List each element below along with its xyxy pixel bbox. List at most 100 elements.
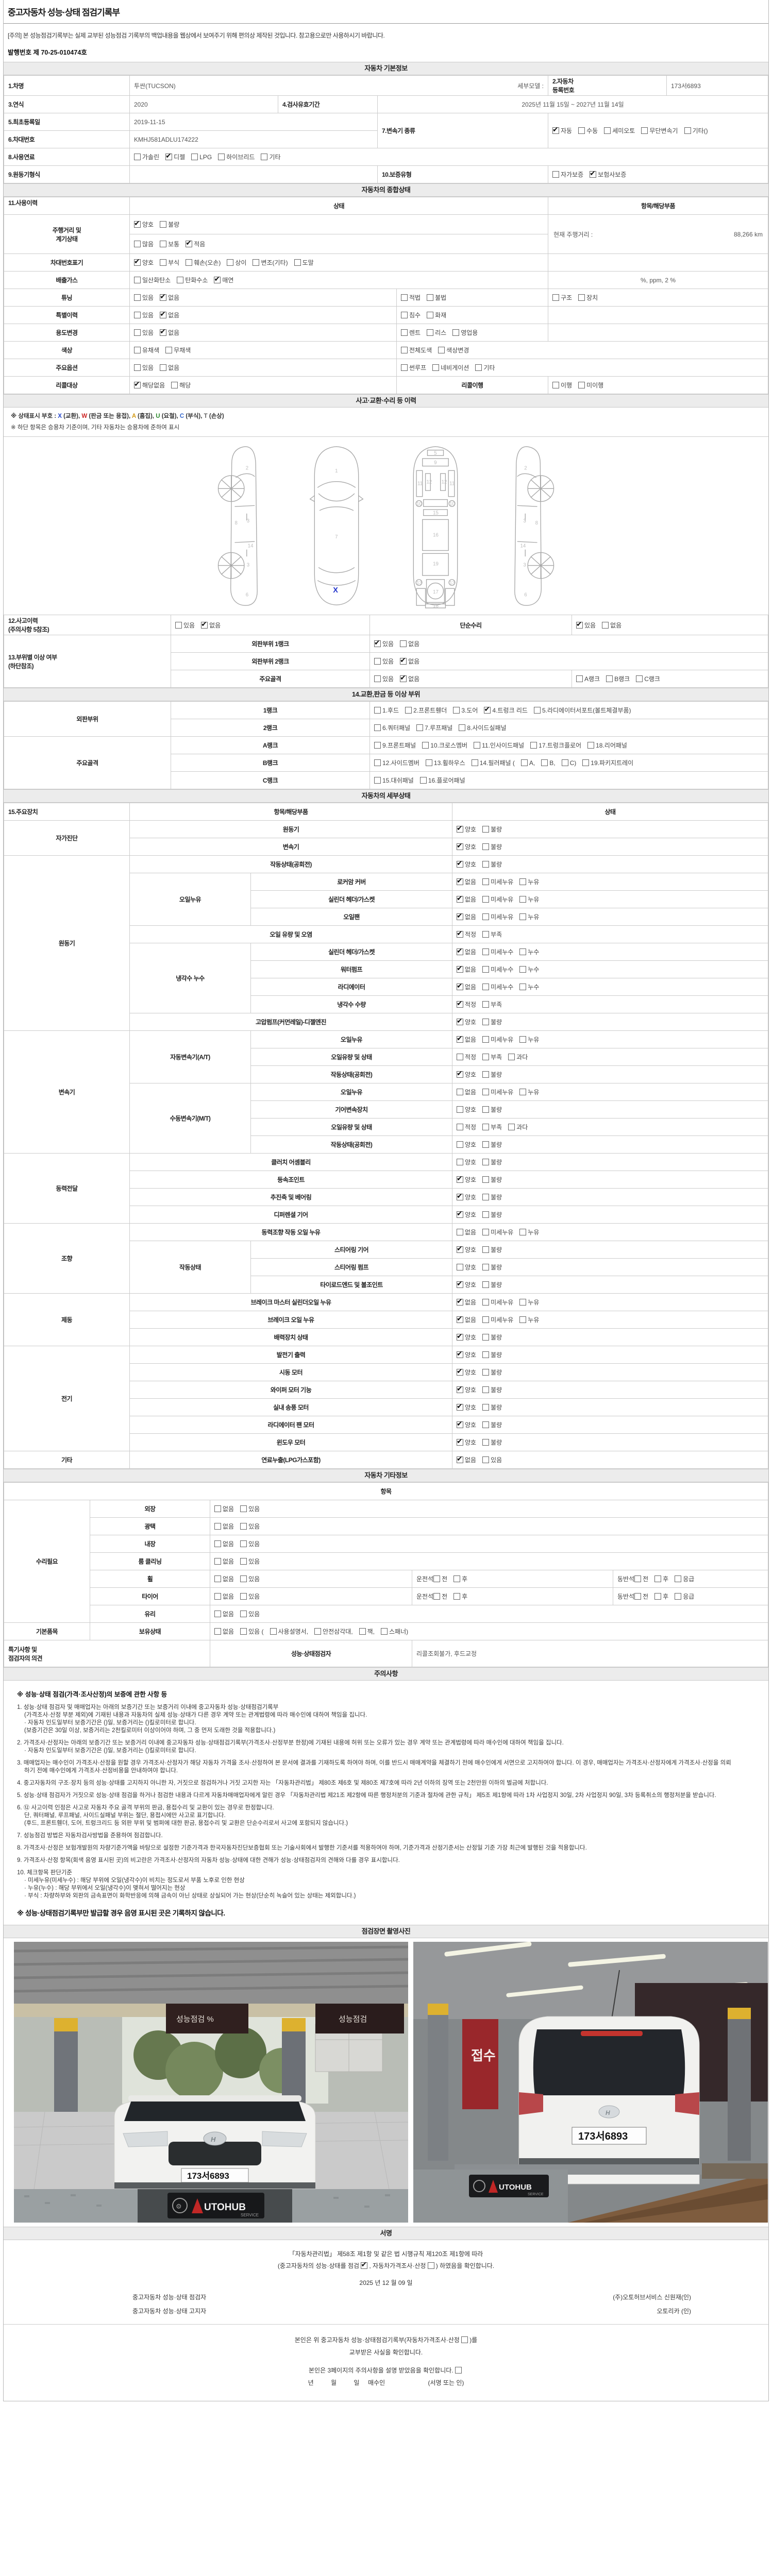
checkbox[interactable] xyxy=(314,1628,322,1635)
checkbox[interactable] xyxy=(552,125,559,134)
checkbox[interactable] xyxy=(214,1611,221,1617)
checkbox[interactable] xyxy=(457,1016,464,1025)
confirm-price-checkbox[interactable] xyxy=(461,2336,468,2343)
checkbox-option[interactable]: 누수 xyxy=(519,965,539,974)
checkbox-option[interactable]: C랭크 xyxy=(636,674,660,683)
checkbox[interactable] xyxy=(519,984,527,990)
checkbox-option[interactable]: 10.크로스멤버 xyxy=(422,741,467,750)
checkbox[interactable] xyxy=(457,1437,464,1446)
checkbox[interactable] xyxy=(160,259,167,266)
checkbox-option[interactable]: 있음 ( xyxy=(240,1627,264,1636)
checkbox[interactable] xyxy=(587,742,595,749)
checkbox-option[interactable]: 누유 xyxy=(519,1298,539,1307)
checkbox-option[interactable]: 없음 xyxy=(214,1609,234,1618)
checkbox[interactable] xyxy=(457,1454,464,1463)
checkbox[interactable] xyxy=(240,1628,247,1635)
checkbox-option[interactable]: 없음 xyxy=(457,964,476,974)
checkbox-option[interactable]: 없음 xyxy=(457,1454,476,1464)
checkbox-option[interactable]: 양호 xyxy=(457,1140,476,1149)
checkbox-option[interactable]: 미세누유 xyxy=(482,1298,513,1307)
checkbox-option[interactable]: 불량 xyxy=(482,1350,502,1359)
checkbox-option[interactable]: 해당 xyxy=(171,381,191,389)
checkbox[interactable] xyxy=(160,327,167,336)
checkbox-option[interactable]: 불량 xyxy=(482,1438,502,1447)
checkbox[interactable] xyxy=(482,861,490,868)
checkbox-option[interactable]: 있음 xyxy=(134,311,154,319)
checkbox[interactable] xyxy=(457,1192,464,1200)
checkbox[interactable] xyxy=(578,127,585,134)
checkbox[interactable] xyxy=(482,1019,490,1025)
checkbox-option[interactable]: 적음 xyxy=(186,239,205,248)
checkbox-option[interactable]: 양호 xyxy=(457,1192,476,1201)
checkbox-option[interactable]: 영업용 xyxy=(452,328,478,337)
checkbox[interactable] xyxy=(519,1036,527,1043)
checkbox[interactable] xyxy=(482,1106,490,1113)
checkbox[interactable] xyxy=(552,294,559,301)
checkbox[interactable] xyxy=(374,707,381,714)
checkbox[interactable] xyxy=(457,1174,464,1183)
checkbox[interactable] xyxy=(519,913,527,920)
checkbox-option[interactable]: 없음 xyxy=(457,911,476,921)
checkbox[interactable] xyxy=(482,1456,490,1463)
checkbox-option[interactable]: 12.사이드멤버 xyxy=(374,758,419,767)
checkbox[interactable] xyxy=(214,1558,221,1565)
checkbox[interactable] xyxy=(240,1593,247,1600)
checkbox[interactable] xyxy=(634,1575,642,1582)
checkbox-option[interactable]: 17.트렁크플로어 xyxy=(530,741,581,750)
checkbox-option[interactable]: 양호 xyxy=(457,1209,476,1219)
checkbox[interactable] xyxy=(191,154,198,160)
checkbox[interactable] xyxy=(214,1523,221,1530)
checkbox[interactable] xyxy=(541,759,548,766)
checkbox[interactable] xyxy=(482,984,490,990)
checkbox-option[interactable]: 후 xyxy=(453,1592,467,1601)
checkbox-option[interactable]: 양호 xyxy=(457,1402,476,1412)
checkbox-option[interactable]: 6.쿼터패널 xyxy=(374,723,410,732)
checkbox-option[interactable]: 전 xyxy=(634,1574,648,1583)
checkbox-option[interactable]: 7.루프패널 xyxy=(416,723,452,732)
checkbox-option[interactable]: 13.휠하우스 xyxy=(425,758,465,767)
checkbox-option[interactable]: 전 xyxy=(433,1574,447,1583)
checkbox-option[interactable]: 양호 xyxy=(457,1419,476,1429)
checkbox-option[interactable]: 9.프론트패널 xyxy=(374,741,416,750)
checkbox-option[interactable]: 2.프론트휀더 xyxy=(405,706,447,715)
checkbox-option[interactable]: 없음 xyxy=(214,1627,234,1636)
checkbox-option[interactable]: 불량 xyxy=(482,1018,502,1026)
checkbox[interactable] xyxy=(240,1523,247,1530)
checkbox[interactable] xyxy=(214,1575,221,1582)
checkbox-option[interactable]: 후 xyxy=(453,1574,467,1583)
checkbox[interactable] xyxy=(401,294,408,301)
checkbox[interactable] xyxy=(482,1194,490,1200)
checkbox[interactable] xyxy=(134,154,141,160)
checkbox-option[interactable]: 양호 xyxy=(457,1263,476,1272)
checkbox[interactable] xyxy=(578,294,585,301)
checkbox[interactable] xyxy=(374,724,381,731)
checkbox[interactable] xyxy=(171,382,178,388)
checkbox-option[interactable]: 전 xyxy=(433,1592,447,1601)
checkbox-option[interactable]: 응급 xyxy=(675,1592,694,1601)
checkbox[interactable] xyxy=(165,151,173,160)
checkbox[interactable] xyxy=(533,707,541,714)
checkbox[interactable] xyxy=(457,841,464,850)
checkbox-option[interactable]: A랭크 xyxy=(576,674,600,683)
checkbox[interactable] xyxy=(457,1034,464,1043)
checkbox[interactable] xyxy=(453,707,460,714)
checkbox[interactable] xyxy=(602,621,609,629)
checkbox[interactable] xyxy=(641,127,648,134)
checkbox[interactable] xyxy=(576,675,583,682)
checkbox-option[interactable]: C) xyxy=(561,759,576,767)
checkbox-option[interactable]: 없음 xyxy=(214,1592,234,1601)
checkbox-option[interactable]: 없음 xyxy=(457,1088,476,1096)
checkbox-option[interactable]: 보통 xyxy=(160,240,179,248)
checkbox-option[interactable]: 렌트 xyxy=(401,328,421,337)
checkbox-option[interactable]: 16.플로어패널 xyxy=(419,776,465,785)
checkbox-option[interactable]: 양호 xyxy=(457,1349,476,1359)
checkbox[interactable] xyxy=(457,1367,464,1376)
checkbox-option[interactable]: 기타 xyxy=(261,152,281,161)
checkbox-option[interactable]: 없음 xyxy=(160,292,179,302)
checkbox[interactable] xyxy=(186,239,193,247)
checkbox[interactable] xyxy=(134,329,141,336)
checkbox-option[interactable]: 미세누수 xyxy=(482,965,513,974)
checkbox-option[interactable]: 화재 xyxy=(427,311,446,319)
checkbox[interactable] xyxy=(519,1089,527,1095)
checkbox[interactable] xyxy=(606,675,613,682)
